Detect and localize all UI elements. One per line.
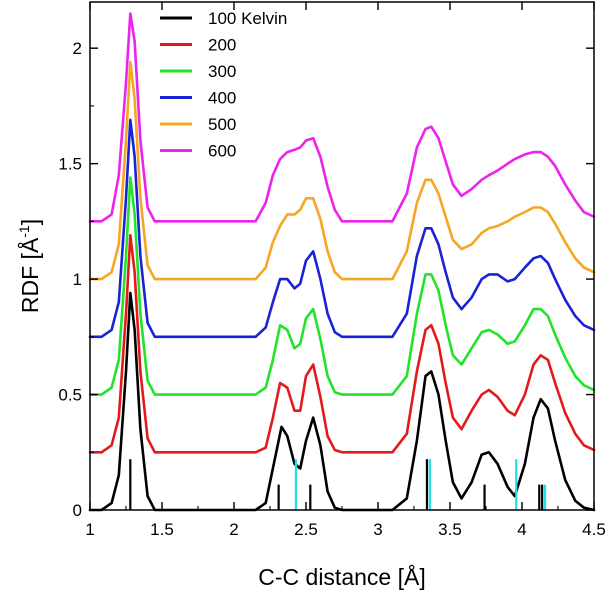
x-tick-label-1: 1.5 bbox=[150, 520, 174, 539]
x-tick-label-7: 4.5 bbox=[582, 520, 606, 539]
plot-series-area bbox=[88, 12, 596, 512]
legend-label-1: 200 bbox=[208, 36, 236, 55]
legend: 100 Kelvin 200 300 400 500 600 bbox=[160, 9, 287, 161]
y-tick-label-1: 0.5 bbox=[58, 386, 82, 405]
legend-label-0: 100 Kelvin bbox=[208, 9, 287, 28]
y-tick-label-4: 2 bbox=[73, 39, 82, 58]
series-line-3 bbox=[88, 118, 596, 339]
axis-ticks: 1 1.5 2 2.5 3 3.5 4 4.5 0 0.5 1 1.5 2 bbox=[58, 2, 606, 539]
y-axis-title: RDF [Å-1] bbox=[16, 219, 43, 313]
series-line-4 bbox=[88, 60, 596, 281]
legend-label-3: 400 bbox=[208, 89, 236, 108]
y-axis-title-main: RDF [Å bbox=[16, 237, 43, 313]
y-axis-title-sup: -1 bbox=[16, 225, 32, 238]
x-tick-label-3: 2.5 bbox=[294, 520, 318, 539]
y-axis-title-close: ] bbox=[17, 219, 43, 225]
x-axis-title: C-C distance [Å] bbox=[258, 563, 425, 590]
x-tick-label-2: 2 bbox=[229, 520, 238, 539]
x-tick-label-5: 3.5 bbox=[438, 520, 462, 539]
series-line-0 bbox=[88, 291, 596, 512]
legend-label-2: 300 bbox=[208, 62, 236, 81]
x-tick-label-6: 4 bbox=[517, 520, 526, 539]
y-tick-label-2: 1 bbox=[73, 270, 82, 289]
series-line-1 bbox=[88, 233, 596, 454]
series-line-2 bbox=[88, 176, 596, 396]
x-tick-label-4: 3 bbox=[373, 520, 382, 539]
plot-frame bbox=[89, 1, 595, 511]
legend-label-5: 600 bbox=[208, 142, 236, 161]
series-line-5 bbox=[88, 12, 596, 223]
reference-sticks bbox=[129, 459, 547, 510]
legend-label-4: 500 bbox=[208, 115, 236, 134]
y-tick-label-3: 1.5 bbox=[58, 155, 82, 174]
x-tick-label-0: 1 bbox=[85, 520, 94, 539]
y-tick-label-0: 0 bbox=[73, 501, 82, 520]
